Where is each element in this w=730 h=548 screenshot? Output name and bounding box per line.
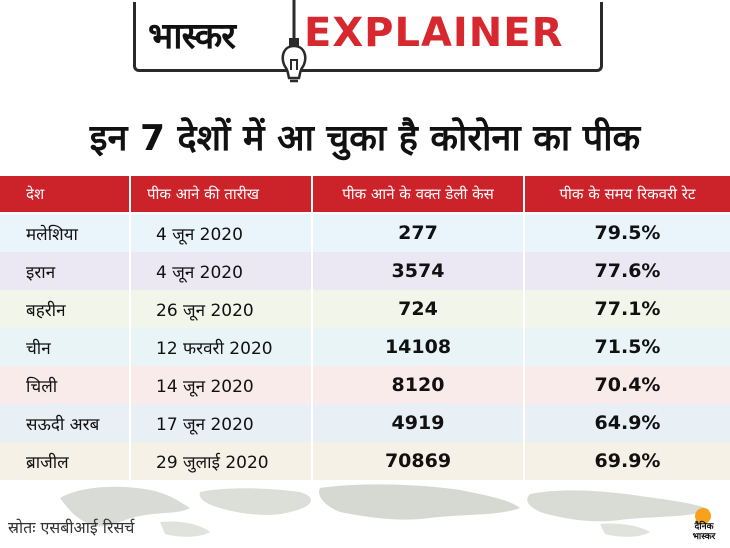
rate-cell: 71.5% [594,336,661,358]
country-cell: चिली [0,366,131,404]
sun-icon [695,508,711,524]
rate-cell: 70.4% [594,374,661,396]
country-cell: सऊदी अरब [0,404,131,442]
country-cell: मलेशिया [0,214,131,252]
source-note: स्रोतः एसबीआई रिसर्च [8,518,135,537]
date-cell: 4 जून 2020 [131,252,313,290]
rate-cell: 77.1% [594,298,661,320]
country-cell: चीन [0,328,131,366]
table-row: चीन 12 फरवरी 2020 14108 71.5% [0,328,730,366]
date-cell: 26 जून 2020 [131,290,313,328]
cases-cell: 4919 [313,404,525,442]
logo-line-2: भास्कर [692,532,716,542]
cases-cell: 70869 [313,442,525,480]
cases-cell: 724 [313,290,525,328]
world-map-icon [60,484,710,537]
column-header-rate: पीक के समय रिकवरी रेट [559,185,696,203]
table-row: मलेशिया 4 जून 2020 277 79.5% [0,214,730,252]
column-header-date: पीक आने की तारीख [131,176,313,212]
date-cell: 29 जुलाई 2020 [131,442,313,480]
cases-cell: 277 [313,214,525,252]
column-header-country: देश [0,176,131,212]
country-cell: इरान [0,252,131,290]
country-cell: बहरीन [0,290,131,328]
table-row: सऊदी अरब 17 जून 2020 4919 64.9% [0,404,730,442]
date-cell: 12 फरवरी 2020 [131,328,313,366]
section-title: EXPLAINER [304,10,564,56]
cases-cell: 14108 [313,328,525,366]
dainik-bhaskar-logo: दैनिक भास्कर [685,508,723,544]
table-row: बहरीन 26 जून 2020 724 77.1% [0,290,730,328]
page-title: इन 7 देशों में आ चुका है कोरोना का पीक [89,118,641,159]
date-cell: 14 जून 2020 [131,366,313,404]
rate-cell: 64.9% [594,412,661,434]
date-cell: 17 जून 2020 [131,404,313,442]
rate-cell: 77.6% [594,260,661,282]
table-row: इरान 4 जून 2020 3574 77.6% [0,252,730,290]
light-bulb-icon [281,0,307,83]
table-row: चिली 14 जून 2020 8120 70.4% [0,366,730,404]
rate-cell: 69.9% [594,450,661,472]
column-header-cases: पीक आने के वक्त डेली केस [313,176,525,212]
date-cell: 4 जून 2020 [131,214,313,252]
brand-name: भास्कर [148,16,236,57]
logo-line-1: दैनिक [694,522,714,532]
country-cell: ब्राजील [0,442,131,480]
table-header: देश पीक आने की तारीख पीक आने के वक्त डेल… [0,176,730,212]
table-row: ब्राजील 29 जुलाई 2020 70869 69.9% [0,442,730,480]
rate-cell: 79.5% [594,222,661,244]
cases-cell: 3574 [313,252,525,290]
explainer-banner: भास्कर EXPLAINER [133,0,603,83]
cases-cell: 8120 [313,366,525,404]
